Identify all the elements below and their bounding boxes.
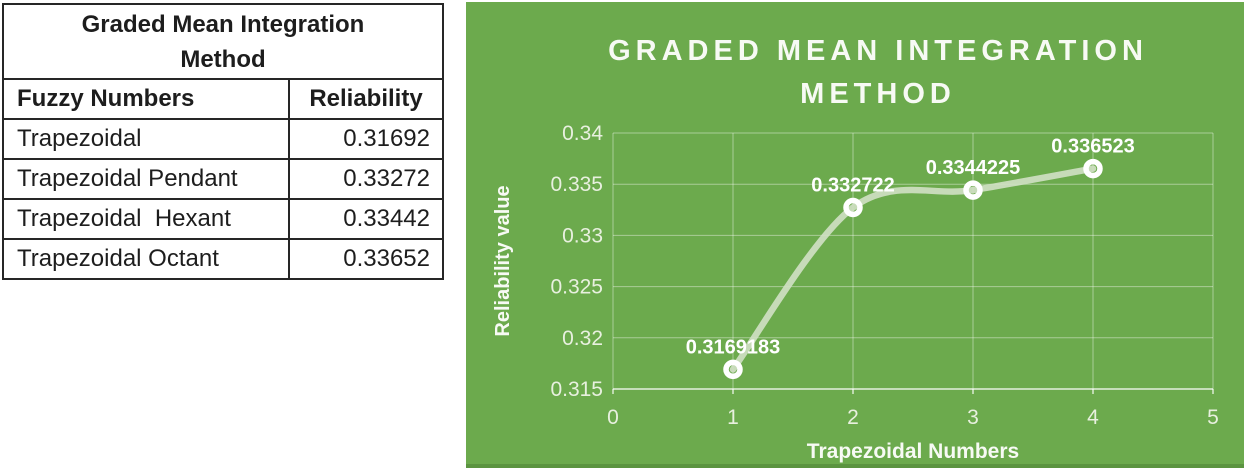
data-labels: 0.3169183 0.332722 0.3344225 0.336523 — [686, 136, 1135, 359]
y-tick-label: 0.33 — [562, 224, 603, 247]
series-line — [729, 165, 1097, 373]
x-tick-label: 4 — [1087, 406, 1099, 429]
y-axis-title: Reliability value — [492, 185, 514, 336]
data-point-label: 0.332722 — [811, 175, 894, 197]
data-point-label: 0.3344225 — [926, 157, 1021, 179]
y-tick-label: 0.315 — [550, 378, 603, 401]
data-point-label: 0.336523 — [1051, 136, 1134, 158]
fuzzy-number-cell: Trapezoidal Pendant — [2, 158, 290, 200]
column-header-reliability: Reliability — [288, 78, 444, 120]
data-point-marker — [843, 197, 863, 218]
data-point-label: 0.3169183 — [686, 336, 781, 358]
reliability-cell: 0.33652 — [288, 238, 444, 280]
reliability-cell: 0.31692 — [288, 118, 444, 160]
chart-title-line2: METHOD — [800, 78, 956, 110]
reliability-chart-svg: GRADED MEAN INTEGRATION METHOD 0.3169183… — [466, 2, 1244, 468]
x-tick-label: 0 — [607, 406, 619, 429]
results-table: Graded Mean Integration Method Fuzzy Num… — [2, 3, 444, 280]
reliability-cell: 0.33442 — [288, 198, 444, 240]
y-tick-label: 0.34 — [562, 122, 603, 145]
table-header-row: Fuzzy Numbers Reliability — [2, 78, 444, 120]
reliability-chart: GRADED MEAN INTEGRATION METHOD 0.3169183… — [466, 2, 1244, 468]
table-row: Trapezoidal Pendant 0.33272 — [2, 158, 444, 200]
chart-bottom-strip — [466, 464, 1244, 468]
x-tick-label: 1 — [727, 406, 739, 429]
x-tick-label: 2 — [847, 406, 859, 429]
fuzzy-number-cell: Trapezoidal Octant — [2, 238, 290, 280]
x-axis-title: Trapezoidal Numbers — [807, 440, 1019, 463]
table-row: Trapezoidal 0.31692 — [2, 118, 444, 160]
table-title: Graded Mean Integration Method — [2, 3, 444, 80]
results-table-container: Graded Mean Integration Method Fuzzy Num… — [2, 3, 444, 280]
x-tick-label: 3 — [967, 406, 979, 429]
x-tick-label: 5 — [1207, 406, 1219, 429]
y-tick-label: 0.335 — [550, 173, 603, 196]
x-tick-labels: 0 1 2 3 4 5 — [607, 406, 1219, 429]
chart-background — [466, 2, 1244, 468]
markers — [723, 158, 1103, 380]
y-tick-labels: 0.315 0.32 0.325 0.33 0.335 0.34 — [550, 122, 603, 401]
data-point-marker — [963, 180, 983, 200]
column-header-fuzzy-numbers: Fuzzy Numbers — [2, 78, 290, 120]
y-tick-label: 0.32 — [562, 327, 603, 350]
axes — [612, 388, 1214, 394]
data-point-marker — [723, 359, 743, 380]
fuzzy-number-cell: Trapezoidal — [2, 118, 290, 160]
table-row: Trapezoidal Octant 0.33652 — [2, 238, 444, 280]
chart-title-line1: GRADED MEAN INTEGRATION — [608, 35, 1148, 67]
data-point-marker — [1083, 158, 1103, 179]
table-row: Trapezoidal Hexant 0.33442 — [2, 198, 444, 240]
fuzzy-number-cell: Trapezoidal Hexant — [2, 198, 290, 240]
series-line-group — [729, 165, 1097, 373]
y-tick-label: 0.325 — [550, 276, 603, 299]
reliability-cell: 0.33272 — [288, 158, 444, 200]
table-title-row: Graded Mean Integration Method — [2, 3, 444, 80]
table-title-text: Graded Mean Integration Method — [81, 10, 365, 73]
